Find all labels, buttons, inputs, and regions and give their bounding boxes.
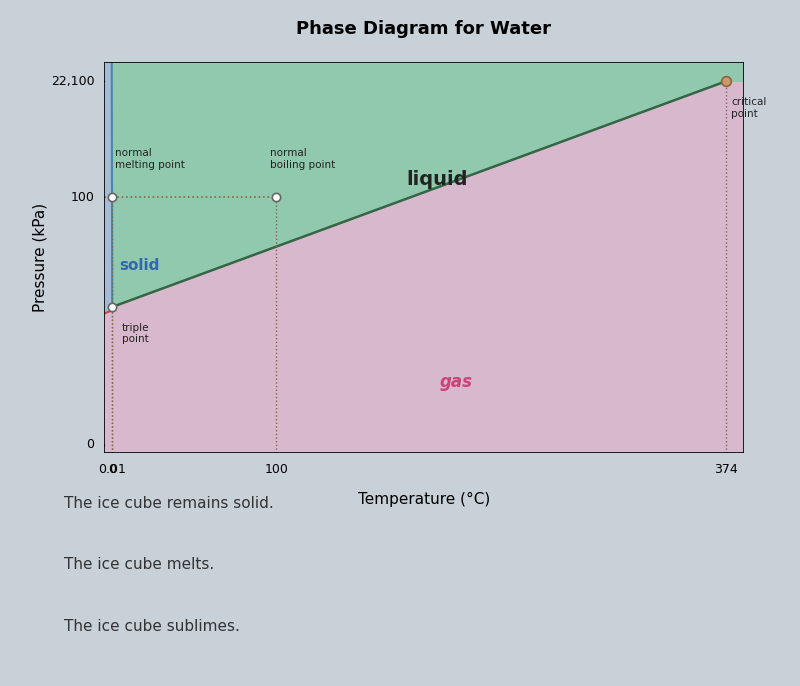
Text: 374: 374 xyxy=(714,462,738,475)
Text: The ice cube melts.: The ice cube melts. xyxy=(64,558,214,572)
Text: critical
point: critical point xyxy=(731,97,766,119)
Text: Temperature (°C): Temperature (°C) xyxy=(358,492,490,507)
Text: 22,100: 22,100 xyxy=(50,75,94,88)
Text: 100: 100 xyxy=(70,191,94,204)
Text: gas: gas xyxy=(439,373,473,392)
Text: normal
melting point: normal melting point xyxy=(115,148,186,170)
Text: Pressure (kPa): Pressure (kPa) xyxy=(33,202,47,312)
Text: 0.01: 0.01 xyxy=(98,462,126,475)
Text: liquid: liquid xyxy=(406,169,467,189)
Text: The ice cube remains solid.: The ice cube remains solid. xyxy=(64,496,274,510)
Polygon shape xyxy=(112,62,744,307)
Text: triple
point: triple point xyxy=(122,322,150,344)
Text: The ice cube sublimes.: The ice cube sublimes. xyxy=(64,619,240,634)
Text: normal
boiling point: normal boiling point xyxy=(270,148,335,170)
Text: 0: 0 xyxy=(108,462,116,475)
Text: 100: 100 xyxy=(264,462,288,475)
Polygon shape xyxy=(104,62,744,453)
Polygon shape xyxy=(104,62,112,453)
Text: 0: 0 xyxy=(86,438,94,451)
Text: Phase Diagram for Water: Phase Diagram for Water xyxy=(297,21,551,38)
Text: solid: solid xyxy=(119,257,159,272)
